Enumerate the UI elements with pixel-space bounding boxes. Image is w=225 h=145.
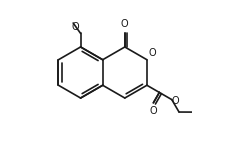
Text: O: O [149,48,156,58]
Text: O: O [121,19,129,29]
Text: O: O [172,96,180,106]
Text: O: O [150,106,157,116]
Text: O: O [72,22,79,32]
